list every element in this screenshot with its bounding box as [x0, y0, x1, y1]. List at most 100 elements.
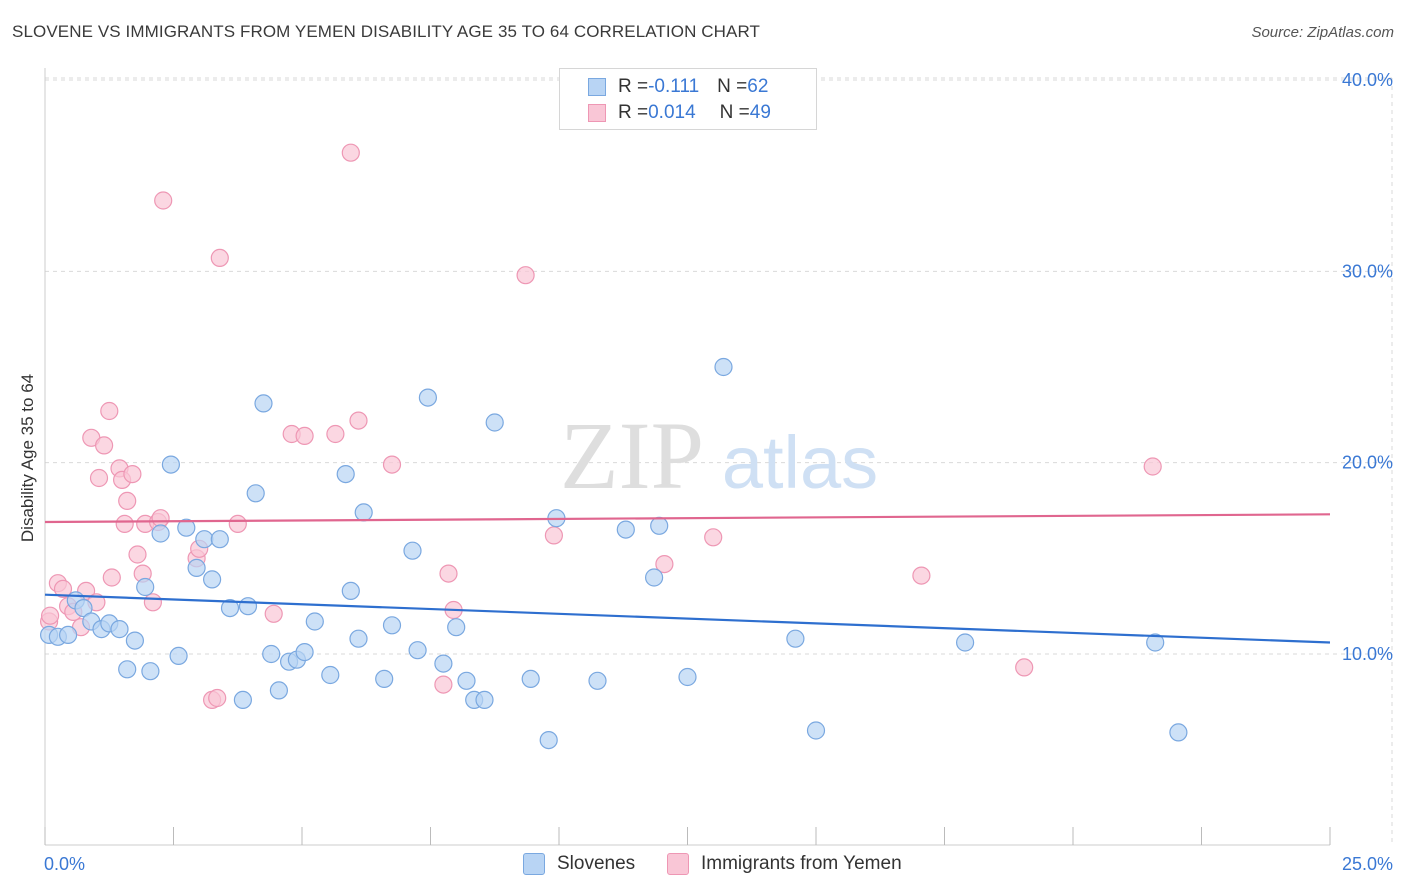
data-point: [786, 629, 805, 648]
y-tick-label: 30.0%: [1342, 261, 1393, 281]
data-point: [89, 468, 109, 488]
legend-r-label: R =: [618, 102, 649, 123]
data-point: [544, 526, 564, 545]
data-point: [336, 465, 355, 484]
data-point: [154, 191, 173, 210]
data-point: [102, 568, 121, 587]
data-point: [439, 564, 458, 583]
data-point: [195, 530, 214, 549]
data-point: [110, 619, 129, 639]
legend-swatch-immigrants-from-yemen: [667, 853, 689, 875]
data-point: [210, 248, 229, 267]
data-point: [125, 631, 144, 650]
legend-n-value: 62: [747, 76, 769, 97]
data-point: [650, 516, 669, 535]
data-point: [349, 411, 368, 430]
chart-title: SLOVENE VS IMMIGRANTS FROM YEMEN DISABIL…: [12, 22, 761, 41]
data-point: [655, 554, 674, 574]
data-point: [115, 514, 134, 534]
legend-label-immigrants-from-yemen: Immigrants from Yemen: [701, 853, 902, 874]
data-point: [228, 514, 247, 534]
y-tick-label: 10.0%: [1342, 644, 1393, 664]
trend-lines: [44, 513, 1331, 644]
data-point: [187, 558, 206, 578]
legend-item-slovenes[interactable]: Slovenes: [523, 851, 635, 877]
data-point: [136, 577, 155, 597]
data-point: [403, 541, 422, 560]
stats-legend: R = -0.111 N = 62 R = 0.014 N = 49: [559, 68, 817, 130]
y-axis-label: Disability Age 35 to 64: [18, 374, 37, 542]
data-point: [341, 581, 360, 601]
series-immigrants-from-yemen: [39, 143, 1162, 710]
data-point: [58, 625, 78, 645]
data-point: [94, 436, 114, 455]
legend-n-label: N =: [717, 76, 748, 97]
data-point: [128, 545, 147, 564]
data-point: [208, 688, 227, 708]
data-point: [246, 484, 265, 503]
data-point: [210, 530, 229, 549]
data-point: [262, 644, 281, 664]
legend-n-value: 49: [749, 102, 771, 123]
data-point: [678, 667, 697, 687]
data-point: [912, 566, 931, 585]
data-point: [118, 491, 137, 510]
data-point: [457, 671, 476, 690]
legend-r-value: 0.014: [648, 102, 696, 123]
data-point: [521, 669, 540, 689]
data-point: [141, 662, 160, 681]
legend-n-label: N =: [719, 102, 750, 123]
data-point: [434, 675, 453, 694]
data-point: [418, 388, 437, 407]
data-point: [354, 503, 373, 522]
data-point: [53, 579, 73, 599]
legend-r-value: -0.111: [648, 76, 700, 97]
tick-labels: 10.0% 20.0% 30.0% 40.0% 0.0% 25.0%: [44, 70, 1393, 874]
data-point: [151, 509, 170, 528]
data-point: [305, 612, 324, 631]
data-point: [382, 455, 402, 474]
data-point: [100, 401, 119, 421]
data-point: [269, 681, 288, 700]
data-point: [238, 597, 258, 616]
data-point: [40, 606, 60, 625]
y-tick-label: 20.0%: [1342, 453, 1393, 473]
data-point: [177, 518, 196, 537]
data-point: [123, 465, 142, 484]
data-point: [295, 642, 314, 662]
x-tick-label: 25.0%: [1342, 854, 1393, 874]
data-point: [485, 413, 504, 432]
data-point: [74, 598, 93, 618]
watermark-atlas: atlas: [722, 421, 878, 504]
data-point: [475, 690, 494, 710]
y-tick-label: 40.0%: [1342, 70, 1393, 90]
data-point: [1015, 658, 1034, 677]
data-point: [169, 646, 188, 666]
data-point: [321, 665, 340, 685]
legend-r-label: R =: [618, 76, 649, 97]
data-point: [264, 604, 283, 623]
data-point: [1146, 633, 1165, 652]
legend-swatch-slovenes: [523, 853, 545, 875]
data-point: [616, 520, 635, 539]
trend-line-slovenes: [44, 593, 1331, 644]
data-point: [1169, 723, 1188, 742]
source-credit: Source: ZipAtlas.com: [1251, 24, 1394, 41]
data-point: [516, 266, 535, 285]
data-point: [375, 669, 394, 689]
data-point: [644, 568, 664, 587]
series-legend: Slovenes Immigrants from Yemen: [0, 851, 1406, 877]
legend-row-slovenes: R = -0.111 N = 62: [588, 74, 768, 100]
data-point: [1143, 457, 1162, 476]
watermark-zip: ZIP: [560, 402, 704, 509]
x-tick-label: 0.0%: [44, 854, 85, 874]
legend-item-immigrants-from-yemen[interactable]: Immigrants from Yemen: [667, 851, 902, 877]
data-point: [408, 641, 427, 660]
axes: [44, 68, 1331, 846]
data-point: [539, 730, 558, 750]
data-point: [588, 671, 607, 690]
data-point: [233, 690, 252, 710]
data-point: [349, 629, 368, 648]
data-point: [704, 528, 723, 547]
